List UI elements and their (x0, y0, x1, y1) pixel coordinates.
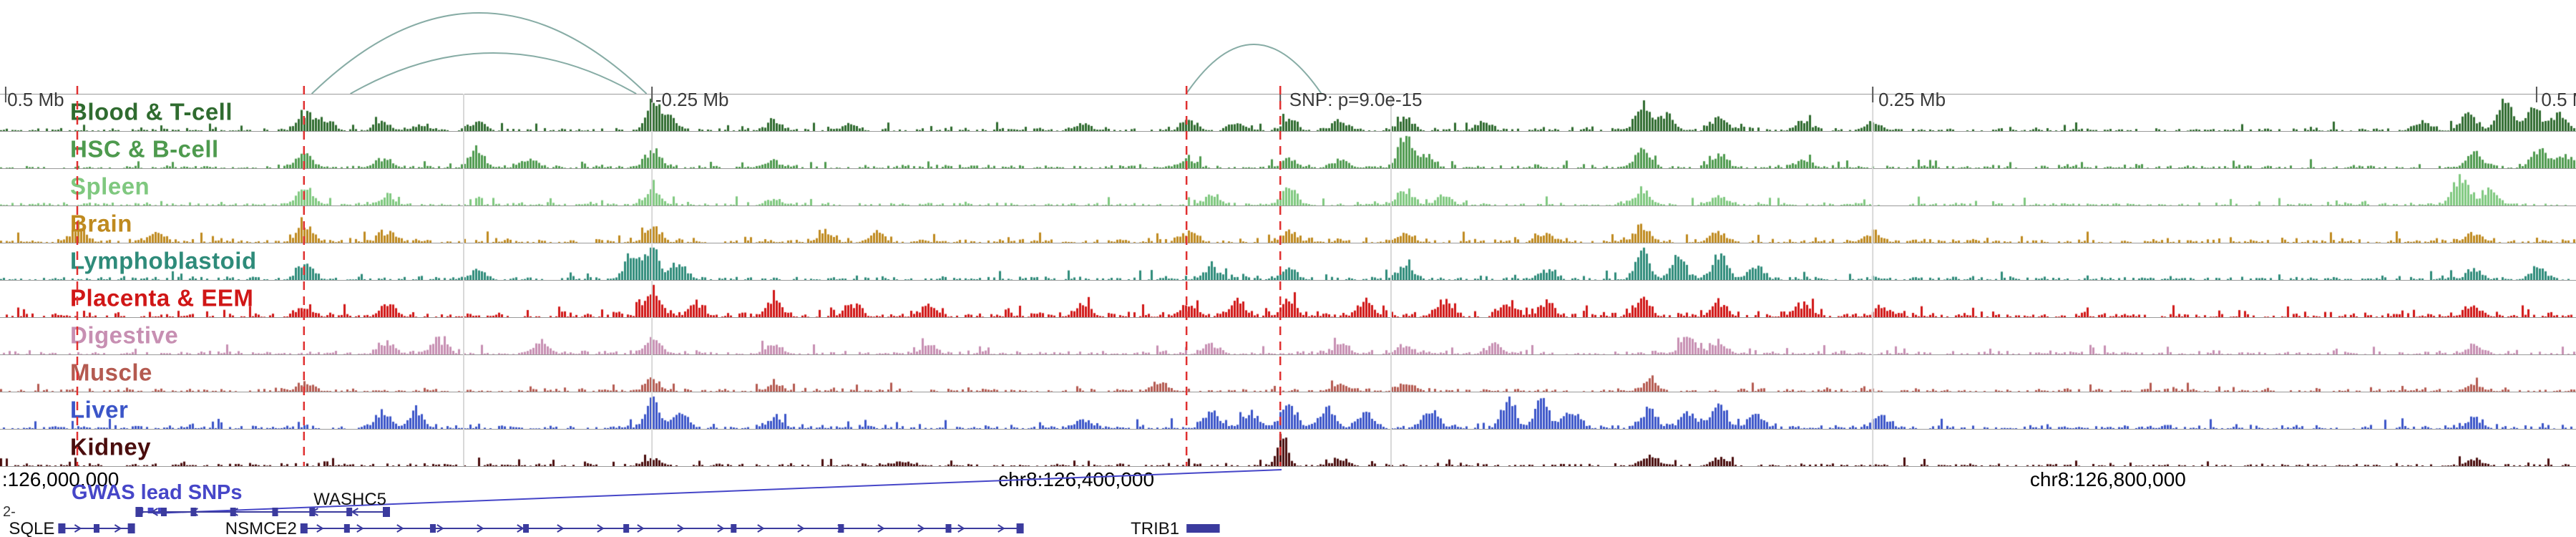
track-row-muscle: Muscle (0, 355, 2576, 392)
track-label-digestive: Digestive (70, 321, 179, 348)
gene-name-label: WASHC5 (313, 490, 386, 509)
gene-name-label: TRIB1 (1131, 519, 1179, 537)
track-row-hsc-b-cell: HSC & B-cell (0, 132, 2576, 169)
track-row-liver: Liver (0, 392, 2576, 430)
gene-name-label: SQLE (9, 519, 54, 537)
gene-annotation-panel: :126,000,000 chr8:126,400,000 chr8:126,800… (2, 468, 2186, 537)
signal-track-brain[interactable] (0, 206, 2576, 243)
track-row-kidney: Kidney (0, 430, 2576, 467)
gene-name-label: NSMCE2 (225, 519, 297, 537)
track-label-spleen: Spleen (70, 172, 150, 199)
track-row-brain: Brain (0, 206, 2576, 243)
track-label-liver: Liver (70, 395, 129, 422)
interaction-arcs-panel (311, 12, 1322, 94)
signal-track-liver[interactable] (0, 392, 2576, 429)
interaction-arc[interactable] (1185, 44, 1322, 94)
track-row-placenta-eem: Placenta & EEM (0, 281, 2576, 318)
gene-sqle[interactable]: SQLE (9, 519, 135, 537)
track-row-lymphoblastoid: Lymphoblastoid (0, 243, 2576, 281)
signal-track-digestive[interactable] (0, 318, 2576, 354)
gene-trib1[interactable]: TRIB1 (1131, 519, 1220, 537)
snp-callout-line (153, 469, 1282, 514)
signal-track-blood-t-cell[interactable] (0, 95, 2576, 131)
track-row-digestive: Digestive (0, 318, 2576, 355)
snp-track-scale-label: 2- (3, 504, 16, 520)
track-label-hsc-b-cell: HSC & B-cell (70, 135, 219, 162)
gene-washc5[interactable]: WASHC5 (135, 490, 390, 517)
track-label-muscle: Muscle (70, 358, 152, 385)
track-label-lymphoblastoid: Lymphoblastoid (70, 246, 257, 274)
signal-track-spleen[interactable] (0, 169, 2576, 205)
signal-tracks-panel: Blood & T-cell HSC & B-cell Spleen Brain Lym… (0, 94, 2576, 467)
gene-nsmce2[interactable]: NSMCE2 (225, 519, 1024, 537)
signal-track-muscle[interactable] (0, 355, 2576, 392)
coordinate-label: :126,000,000 (2, 468, 119, 490)
signal-track-hsc-b-cell[interactable] (0, 132, 2576, 168)
track-label-placenta-eem: Placenta & EEM (70, 284, 254, 311)
track-label-brain: Brain (70, 209, 132, 236)
interaction-arc[interactable] (350, 52, 637, 94)
track-label-blood-t-cell: Blood & T-cell (70, 97, 233, 125)
signal-track-lymphoblastoid[interactable] (0, 243, 2576, 280)
interaction-arc[interactable] (311, 12, 648, 94)
gwas-lead-snps-label: GWAS lead SNPs (72, 481, 243, 504)
signal-track-placenta-eem[interactable] (0, 281, 2576, 317)
coordinate-label: chr8:126,800,000 (2030, 468, 2186, 490)
track-row-spleen: Spleen (0, 169, 2576, 206)
track-row-blood-t-cell: Blood & T-cell (0, 95, 2576, 132)
lead-snp-marker[interactable] (147, 508, 154, 513)
signal-track-kidney[interactable] (0, 430, 2576, 466)
track-label-kidney: Kidney (70, 432, 152, 460)
